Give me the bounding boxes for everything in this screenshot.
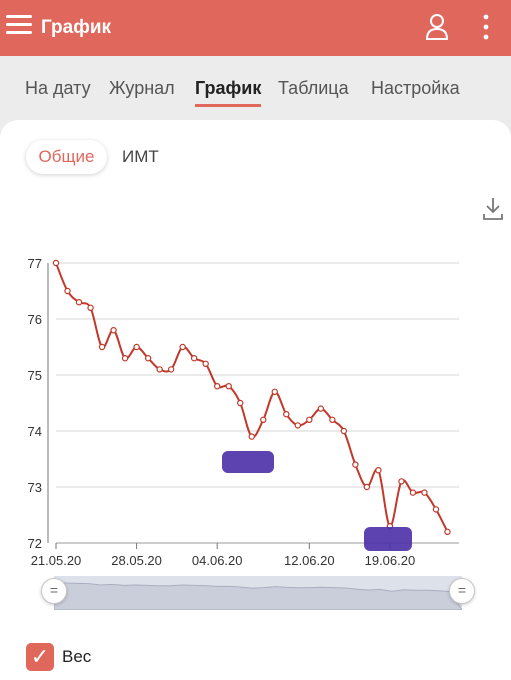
x-tick-label: 12.06.20: [284, 553, 335, 568]
data-point: [190, 354, 198, 362]
data-point: [121, 354, 129, 362]
data-point: [110, 326, 117, 334]
navigator-right-handle[interactable]: =: [449, 578, 475, 604]
data-point: [340, 427, 348, 435]
segment-general[interactable]: Общие: [26, 140, 107, 174]
app-bar: График: [0, 0, 511, 56]
data-point: [98, 343, 106, 351]
navigator-left-handle[interactable]: =: [41, 578, 67, 604]
download-icon[interactable]: [481, 196, 505, 222]
y-tick-label: 76: [28, 312, 42, 327]
data-point: [237, 399, 244, 407]
weight-chart: 72 73 74 75 76 77 21.05.20 28.05.20 04.06.20 12.0…: [28, 256, 459, 568]
data-point: [271, 388, 278, 395]
x-tick-label: 28.05.20: [111, 553, 162, 568]
tab-date[interactable]: На дату: [25, 78, 91, 98]
data-point: [409, 489, 417, 496]
x-tick-label: 19.06.20: [365, 553, 416, 568]
y-tick-label: 77: [28, 256, 42, 271]
tab-journal[interactable]: Журнал: [109, 78, 175, 98]
data-point: [213, 382, 221, 390]
y-tick-label: 73: [28, 480, 42, 495]
data-point: [248, 433, 255, 440]
data-point: [179, 343, 186, 351]
data-point: [294, 422, 301, 429]
data-point: [329, 416, 336, 423]
legend-weight[interactable]: ✓ Вес: [26, 640, 91, 674]
data-point: [352, 461, 359, 468]
tab-settings[interactable]: Настройка: [371, 78, 460, 98]
tab-bar: На дату Журнал График Таблица Настройка: [0, 56, 511, 120]
tab-chart[interactable]: График: [195, 78, 262, 107]
data-point: [202, 360, 209, 368]
data-point: [64, 287, 71, 295]
data-point: [306, 416, 313, 423]
hamburger-icon[interactable]: [6, 15, 32, 39]
y-tick-label: 75: [28, 368, 42, 383]
data-point: [167, 366, 175, 373]
y-tick-label: 74: [28, 424, 42, 439]
data-point: [52, 259, 60, 267]
page-title: График: [41, 17, 112, 38]
more-vertical-icon[interactable]: [478, 12, 494, 42]
navigator-preview: [53, 581, 463, 611]
x-tick-label: 04.06.20: [192, 553, 243, 568]
checkbox-weight[interactable]: ✓: [26, 643, 54, 671]
data-point: [133, 343, 140, 351]
tab-table[interactable]: Таблица: [278, 78, 349, 98]
data-point: [363, 483, 371, 491]
data-point: [432, 506, 440, 513]
data-point: [156, 366, 163, 373]
data-point: [144, 354, 152, 362]
data-point: [225, 382, 232, 390]
data-point: [375, 466, 382, 474]
segment-bmi[interactable]: ИМТ: [122, 147, 159, 166]
navigator-track: [53, 576, 463, 611]
data-point: [398, 478, 405, 485]
data-point: [75, 299, 83, 306]
legend-label: Вес: [62, 647, 92, 666]
redaction-mark: [364, 527, 412, 551]
data-point: [283, 410, 290, 418]
data-point: [317, 405, 325, 412]
data-point: [87, 304, 94, 312]
x-tick-label: 21.05.20: [31, 553, 82, 568]
data-point: [260, 416, 267, 423]
data-point: [421, 489, 428, 496]
redaction-mark: [222, 451, 274, 473]
y-tick-label: 72: [28, 536, 42, 551]
data-point: [444, 528, 451, 535]
range-navigator[interactable]: = =: [40, 570, 480, 620]
series-line-weight: [55, 262, 449, 533]
user-icon[interactable]: [423, 12, 451, 42]
